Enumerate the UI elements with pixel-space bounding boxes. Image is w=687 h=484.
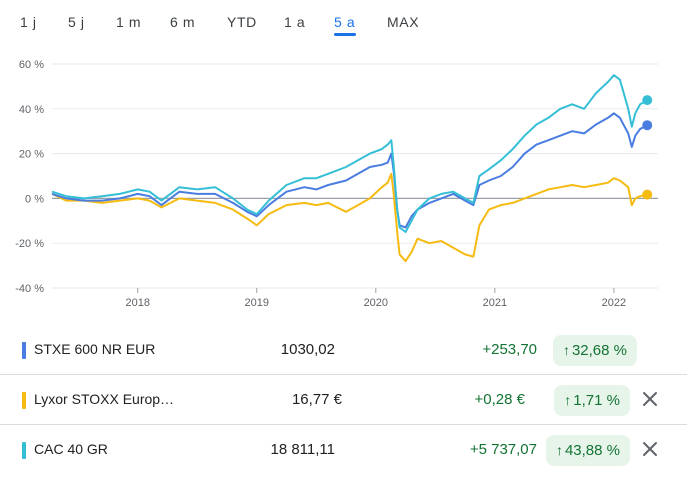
instrument-price: 18 811,11 (270, 441, 335, 458)
series-line (51, 74, 648, 233)
tab-1-day[interactable]: 1 j (20, 14, 37, 30)
series-color-indicator (22, 442, 26, 459)
active-tab-indicator (334, 33, 356, 36)
series-end-marker (642, 189, 653, 200)
time-range-tabs: 1 j 5 j 1 m 6 m YTD 1 a 5 a MAX (0, 0, 687, 42)
tab-1-month[interactable]: 1 m (116, 14, 142, 30)
percent-change-badge: ↑ 43,88 % (545, 435, 630, 466)
performance-chart[interactable]: 60 %40 %20 %0 %-20 %-40 % 2018 2019 2020 20… (0, 48, 687, 323)
series-color-indicator (22, 392, 26, 409)
x-axis-labels: 2018 2019 2020 2021 2022 (125, 297, 626, 309)
instrument-name: STXE 600 NR EUR (34, 341, 156, 357)
series-layer (51, 74, 648, 263)
grid-layer (52, 63, 658, 293)
instrument-name: Lyxor STOXX Europ… (34, 391, 175, 407)
x-tick-label: 2020 (364, 297, 388, 309)
series-end-marker (642, 95, 653, 106)
y-tick-label: 60 % (19, 59, 44, 71)
series-color-indicator (22, 342, 26, 359)
comparison-list: STXE 600 NR EUR 1030,02 +253,70 ↑ 32,68 %… (0, 325, 687, 474)
instrument-name: CAC 40 GR (34, 441, 108, 457)
list-item[interactable]: Lyxor STOXX Europ… 16,77 € +0,28 € ↑ 1,71… (0, 375, 687, 425)
x-tick-label: 2018 (125, 297, 149, 309)
x-tick-label: 2022 (602, 297, 626, 309)
tab-5-days[interactable]: 5 j (68, 14, 85, 30)
tab-max[interactable]: MAX (387, 14, 420, 30)
arrow-up-icon: ↑ (564, 392, 572, 408)
series-end-marker (642, 120, 653, 131)
instrument-price: 1030,02 (280, 341, 335, 358)
instrument-change: +0,28 € (474, 391, 525, 408)
tab-1-year[interactable]: 1 a (284, 14, 306, 30)
instrument-price: 16,77 € (291, 391, 342, 408)
list-item[interactable]: STXE 600 NR EUR 1030,02 +253,70 ↑ 32,68 % (0, 325, 687, 375)
series-line (51, 172, 648, 263)
percent-change-value: 32,68 % (571, 342, 627, 359)
percent-change-badge: ↑ 1,71 % (554, 385, 630, 416)
instrument-change: +5 737,07 (469, 441, 537, 458)
arrow-up-icon: ↑ (555, 442, 563, 458)
tab-6-months[interactable]: 6 m (170, 14, 196, 30)
close-icon[interactable] (640, 389, 660, 409)
percent-change-value: 43,88 % (564, 442, 620, 459)
percent-change-value: 1,71 % (573, 392, 620, 409)
y-tick-label: 0 % (25, 193, 44, 205)
end-markers (642, 95, 653, 200)
y-tick-label: 20 % (19, 149, 44, 161)
x-tick-label: 2021 (483, 297, 507, 309)
list-item[interactable]: CAC 40 GR 18 811,11 +5 737,07 ↑ 43,88 % (0, 425, 687, 474)
tab-5-years[interactable]: 5 a (334, 14, 356, 30)
y-axis-labels: 60 % 40 % 20 % 0 % -20 % -40 % (15, 59, 44, 295)
y-tick-label: -20 % (15, 238, 44, 250)
close-icon[interactable] (640, 439, 660, 459)
instrument-change: +253,70 (482, 341, 537, 358)
y-tick-label: 40 % (19, 104, 44, 116)
y-tick-label: -40 % (15, 283, 44, 295)
arrow-up-icon: ↑ (562, 342, 570, 358)
percent-change-badge: ↑ 32,68 % (552, 335, 637, 366)
x-tick-label: 2019 (245, 297, 269, 309)
tab-ytd[interactable]: YTD (227, 14, 257, 30)
